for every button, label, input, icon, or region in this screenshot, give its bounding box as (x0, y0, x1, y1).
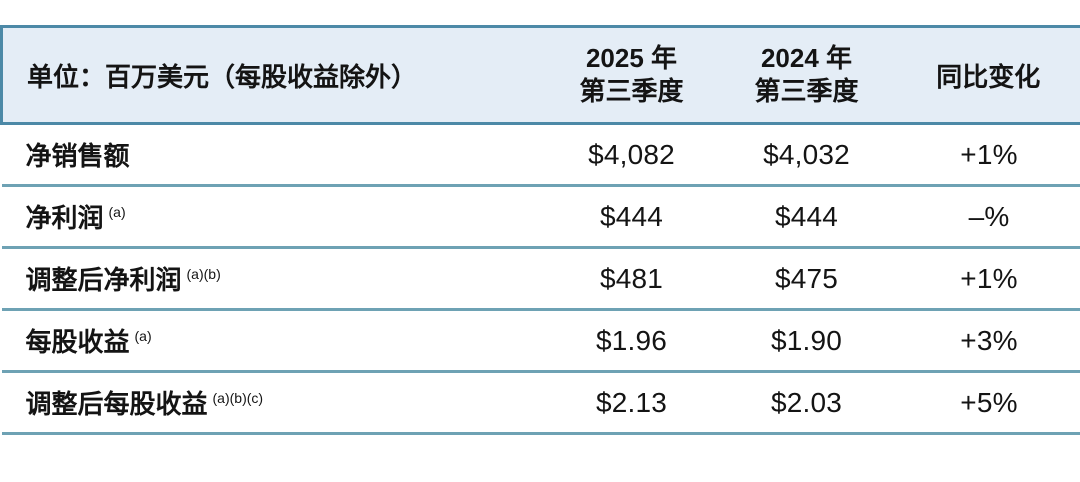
table-row-net-sales: 净销售额 $4,082 $4,032 +1% (1, 123, 1080, 187)
table-body: 净销售额 $4,082 $4,032 +1% 净利润 (a) $444 $444 … (1, 123, 1080, 435)
table-header-row: 单位：百万美元（每股收益除外） 2025 年 第三季度 2024 年 第三季度 … (0, 25, 1080, 125)
column-header-2025-q3: 2025 年 第三季度 (546, 25, 717, 125)
value-2024-q3: $475 (716, 247, 897, 311)
value-2024-q3: $1.90 (716, 309, 897, 373)
table-row-net-income: 净利润 (a) $444 $444 –% (1, 185, 1080, 249)
value-yoy-change: +5% (896, 371, 1080, 435)
value-2025-q3: $444 (546, 185, 717, 249)
table-row-adjusted-eps: 调整后每股收益 (a)(b)(c) $2.13 $2.03 +5% (1, 371, 1080, 435)
row-label: 调整后净利润 (a)(b) (1, 247, 547, 311)
column-header-2025-line2: 第三季度 (579, 76, 684, 106)
value-2024-q3: $2.03 (716, 371, 897, 435)
value-2025-q3: $1.96 (546, 309, 717, 373)
value-yoy-change: +3% (896, 309, 1080, 373)
footnote-marker: (a)(b)(c) (212, 390, 264, 407)
value-2024-q3: $4,032 (716, 123, 897, 187)
value-2024-q3: $444 (716, 185, 897, 249)
quarterly-results-table: 单位：百万美元（每股收益除外） 2025 年 第三季度 2024 年 第三季度 … (0, 25, 1080, 435)
value-2025-q3: $2.13 (546, 371, 717, 435)
table-row-eps: 每股收益 (a) $1.96 $1.90 +3% (1, 309, 1080, 373)
column-header-yoy-text: 同比变化 (936, 61, 1041, 92)
row-label-text: 调整后净利润 (25, 265, 182, 295)
row-label-text: 每股收益 (25, 327, 130, 357)
table-row-adjusted-net-income: 调整后净利润 (a)(b) $481 $475 +1% (1, 247, 1080, 311)
table-header: 单位：百万美元（每股收益除外） 2025 年 第三季度 2024 年 第三季度 … (0, 25, 1080, 125)
column-header-2024-q3: 2024 年 第三季度 (716, 25, 897, 125)
row-label-text: 净利润 (25, 203, 104, 233)
footnote-marker: (a)(b) (186, 266, 221, 283)
unit-note-header: 单位：百万美元（每股收益除外） (0, 25, 547, 125)
footnote-marker: (a) (108, 204, 126, 221)
column-header-yoy-change: 同比变化 (896, 25, 1080, 125)
value-2025-q3: $481 (546, 247, 717, 311)
footnote-marker: (a) (134, 328, 152, 345)
value-yoy-change: –% (896, 185, 1080, 249)
column-header-2024-line1: 2024 年 (760, 42, 853, 73)
value-yoy-change: +1% (896, 123, 1080, 187)
row-label: 净销售额 (1, 123, 547, 187)
value-2025-q3: $4,082 (546, 123, 717, 187)
column-header-2025-line1: 2025 年 (585, 42, 678, 73)
value-yoy-change: +1% (896, 247, 1080, 311)
row-label: 调整后每股收益 (a)(b)(c) (1, 371, 547, 435)
row-label: 每股收益 (a) (1, 309, 547, 373)
column-header-2024-line2: 第三季度 (754, 76, 859, 106)
row-label-text: 净销售额 (25, 141, 130, 171)
row-label: 净利润 (a) (1, 185, 547, 249)
unit-note-text: 单位：百万美元（每股收益除外） (27, 61, 418, 92)
row-label-text: 调整后每股收益 (25, 389, 208, 419)
